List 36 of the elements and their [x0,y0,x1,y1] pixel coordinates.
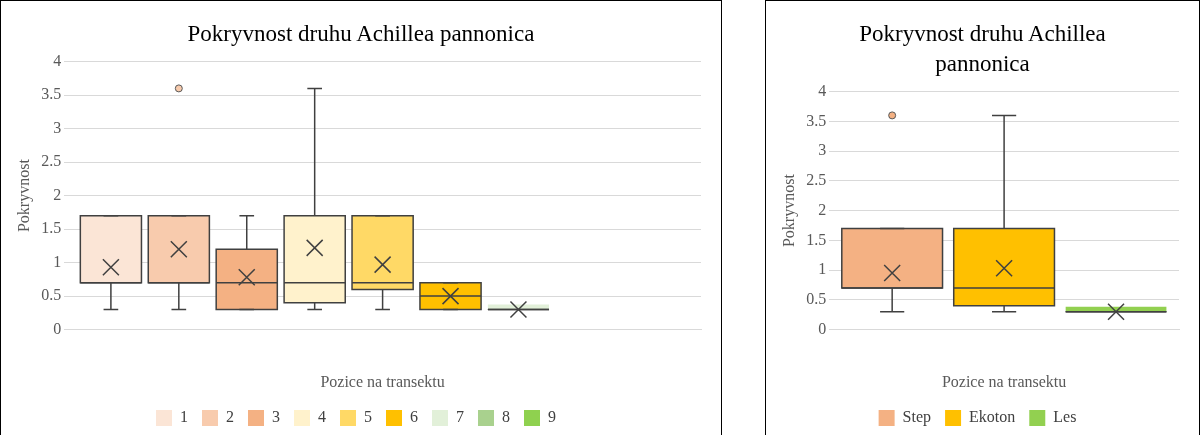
y-tick-label: 2.5 [41,152,62,170]
legend-label: 3 [272,408,280,426]
y-tick-label: 3 [818,141,827,159]
y-tick-label: 0.5 [41,286,62,304]
legend-label: 1 [180,408,188,426]
legend-label: Ekoton [969,408,1016,426]
y-tick-label: 0 [53,319,62,337]
y-tick-label: 0.5 [806,290,827,308]
y-tick-label: 3.5 [806,111,827,129]
y-axis-title: Pokryvnost [14,158,33,233]
legend-label: 9 [548,408,556,426]
y-tick-label: 1.5 [41,219,62,237]
y-axis-title: Pokryvnost [779,173,798,248]
legend-label: 8 [502,408,510,426]
legend-label: Les [1053,408,1077,426]
x-axis-title: Pozice na transektu [941,372,1067,390]
legend-label: 7 [456,408,464,426]
y-tick-label: 2.5 [806,171,827,189]
y-tick-label: 2 [53,185,62,203]
y-tick-label: 1.5 [806,230,827,248]
x-axis-title: Pozice na transektu [320,372,445,390]
y-tick-label: 2 [818,200,827,218]
y-tick-label: 0 [818,319,827,337]
y-tick-label: 3 [53,118,62,136]
y-tick-label: 1 [818,260,827,278]
y-tick-label: 4 [818,81,827,99]
chart-title: Pokryvnost druhu Achillea pannonica [858,20,1107,78]
legend-label: 5 [364,408,372,426]
chart-title: Pokryvnost druhu Achillea pannonica [186,20,536,48]
legend-label: 6 [410,408,418,426]
y-tick-label: 1 [53,252,62,270]
legend-label: Step [902,408,932,427]
y-tick-label: 3.5 [41,85,62,103]
y-tick-label: 4 [53,51,62,69]
legend-label: 2 [226,408,234,426]
legend-label: 4 [318,408,326,426]
